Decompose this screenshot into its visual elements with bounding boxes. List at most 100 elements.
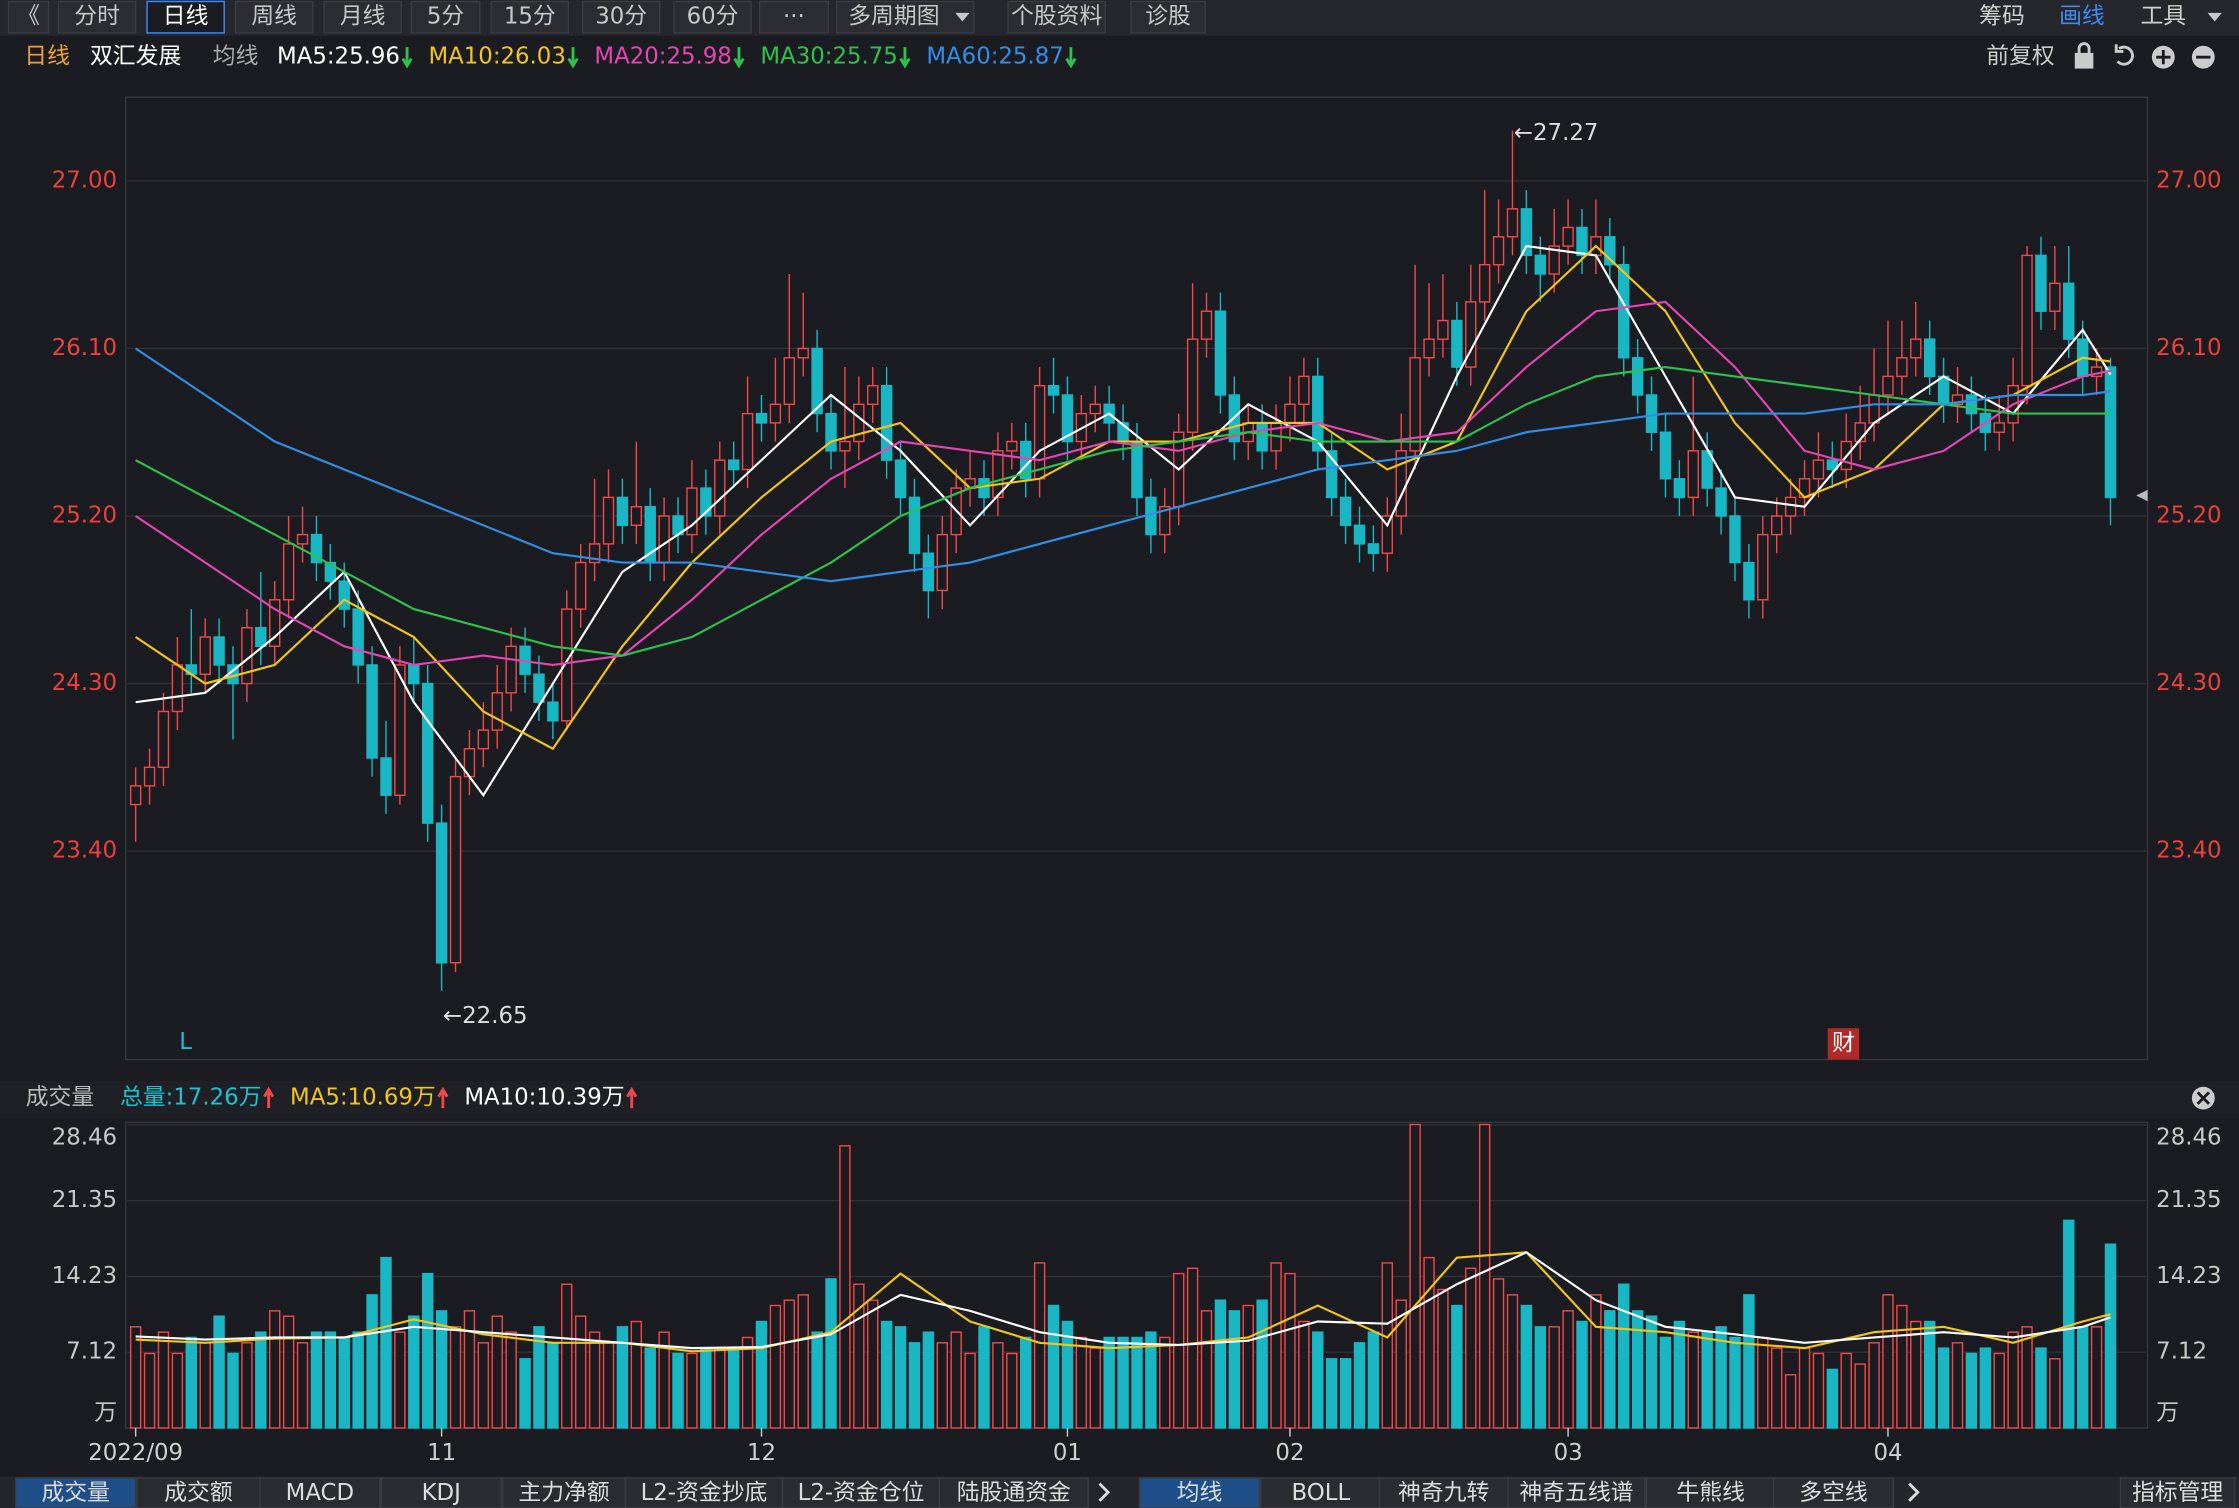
bottom-tab[interactable] [2119, 1477, 2236, 1508]
volume-bar [408, 1315, 420, 1429]
bottom-tab[interactable] [1507, 1477, 1646, 1508]
bottom-tab[interactable] [938, 1477, 1089, 1508]
volume-bar [505, 1331, 517, 1429]
tab[interactable] [1007, 0, 1106, 34]
bottom-tab[interactable] [380, 1477, 502, 1508]
volume-bar [519, 1358, 531, 1429]
volume-bar [1020, 1336, 1032, 1429]
volume-bar [282, 1315, 295, 1429]
candle-body [1131, 440, 1143, 499]
tab[interactable] [673, 0, 752, 34]
volume-bar [129, 1326, 142, 1429]
candle-body [1312, 375, 1324, 452]
tab[interactable] [758, 0, 829, 34]
candle-body [394, 664, 406, 796]
trend-arrow [401, 47, 413, 69]
volume-bar [352, 1331, 364, 1429]
marker-box[interactable] [1827, 1028, 1860, 1060]
bottom-tab[interactable] [136, 1477, 261, 1508]
close-cross [2196, 1091, 2211, 1105]
candle-body [1965, 394, 1978, 415]
tab[interactable] [1130, 0, 1206, 34]
candle-body [1645, 394, 1658, 433]
candle-body [1200, 310, 1213, 340]
volume-legend: MA5:10.69万 [290, 1085, 436, 1111]
volume-bar [143, 1352, 156, 1429]
volume-bar [185, 1336, 197, 1429]
volume-bar [602, 1342, 615, 1429]
volume-bar [1367, 1331, 1380, 1429]
candle-body [380, 757, 392, 796]
volume-bar [950, 1331, 962, 1429]
volume-bar [783, 1299, 796, 1429]
candle-body [352, 608, 364, 666]
trend-arrow [263, 1086, 275, 1109]
volume-bar [338, 1336, 350, 1429]
tool-button[interactable]: 画线 [2059, 4, 2105, 30]
volume-bar [1770, 1347, 1783, 1429]
tool-button[interactable]: 工具 [2140, 4, 2186, 30]
volume-bar [310, 1331, 323, 1429]
candle-body [1729, 515, 1741, 564]
tab-label: 15分 [504, 4, 556, 30]
tool-button[interactable]: 筹码 [1979, 4, 2025, 30]
tab[interactable] [146, 0, 225, 34]
volume-bar [867, 1299, 879, 1429]
ma-line [135, 1251, 2111, 1350]
volume-bar [435, 1310, 448, 1429]
tab[interactable] [57, 0, 137, 34]
volume-bar [1548, 1326, 1560, 1429]
volume-bar [1854, 1363, 1866, 1429]
volume-bar [797, 1294, 809, 1429]
tab[interactable] [234, 0, 314, 34]
tab-label: 分时 [74, 4, 120, 30]
volume-bar [825, 1278, 837, 1429]
volume-bar [2090, 1326, 2103, 1429]
tab[interactable] [7, 0, 50, 34]
volume-bar [700, 1347, 712, 1429]
tab[interactable] [410, 0, 481, 34]
volume-bar [1562, 1310, 1574, 1429]
tab[interactable] [836, 0, 975, 34]
volume-bar [1826, 1368, 1839, 1429]
candle-body [630, 505, 643, 527]
y-tick-label-right: 26.10 [2156, 335, 2221, 361]
stock-name: 双汇发展 [90, 44, 181, 70]
y-tick-label: 24.30 [52, 670, 117, 696]
scroll-arrow[interactable] [1098, 1482, 1111, 1502]
bottom-tab[interactable] [1378, 1477, 1509, 1508]
candle-body [741, 412, 754, 471]
volume-bar [630, 1320, 643, 1429]
candle-body [1089, 403, 1101, 415]
high-label: ←27.27 [1514, 120, 1598, 146]
bottom-tab-label: L2-资金抄底 [641, 1480, 768, 1506]
ma-legend: MA30:25.75 [760, 44, 897, 70]
tab-label: 60分 [687, 4, 739, 30]
candle-body [1186, 338, 1199, 433]
adjust-label[interactable]: 前复权 [1986, 44, 2055, 70]
volume-close[interactable] [2191, 1086, 2215, 1110]
volume-bar [366, 1294, 378, 1429]
volume-bar [1437, 1288, 1449, 1429]
bottom-tab[interactable] [1138, 1477, 1261, 1508]
tab[interactable] [490, 0, 570, 34]
y-tick-label-right: 万 [2156, 1400, 2179, 1426]
volume-bar [727, 1347, 740, 1429]
candle-body [1478, 263, 1491, 303]
tab-label: 个股资料 [1011, 4, 1102, 30]
tab[interactable] [581, 0, 661, 34]
scroll-arrow[interactable] [1908, 1482, 1920, 1502]
volume-bar [769, 1304, 782, 1429]
candle-body [686, 487, 698, 536]
volume-legend: 总量:17.26万 [120, 1085, 262, 1111]
volume-bar [1478, 1123, 1491, 1429]
bottom-tab[interactable] [1772, 1477, 1895, 1508]
tab[interactable] [323, 0, 402, 34]
y-tick-label: 7.12 [66, 1339, 117, 1365]
tab-label: 月线 [340, 4, 386, 30]
volume-bar [1298, 1320, 1310, 1429]
trend-arrow [626, 1086, 638, 1109]
lock-icon[interactable] [2074, 52, 2094, 69]
bottom-tab-label: KDJ [422, 1480, 461, 1506]
undo-icon[interactable] [2114, 44, 2134, 66]
